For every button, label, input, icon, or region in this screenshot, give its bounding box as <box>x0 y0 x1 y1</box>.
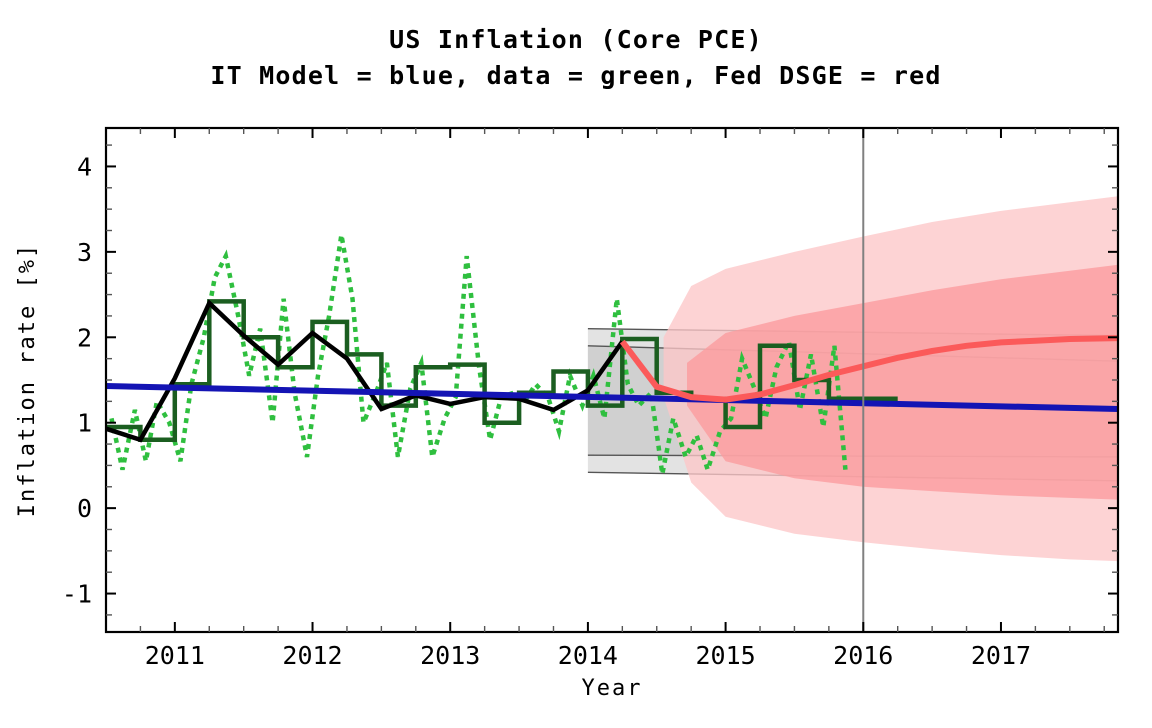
x-tick-label: 2014 <box>558 641 618 670</box>
x-axis-title: Year <box>582 676 643 701</box>
x-tick-label: 2015 <box>695 641 755 670</box>
chart-title-line-2: IT Model = blue, data = green, Fed DSGE … <box>210 61 942 90</box>
chart-title-block: US Inflation (Core PCE) IT Model = blue,… <box>0 22 1152 94</box>
x-tick-label: 2011 <box>145 641 205 670</box>
series-black-smoothed-line <box>106 299 625 443</box>
chart-title-line-1: US Inflation (Core PCE) <box>389 25 763 54</box>
x-tick-label: 2013 <box>420 641 480 670</box>
x-tick-label: 2012 <box>282 641 342 670</box>
y-tick-label: 0 <box>77 494 92 523</box>
y-axis-title: Inflation rate [%] <box>15 243 40 517</box>
y-tick-label: 2 <box>77 323 92 352</box>
confidence-bands-layer <box>587 196 1118 562</box>
y-tick-label: 1 <box>77 409 92 438</box>
x-tick-label: 2016 <box>833 641 893 670</box>
confidence-band-3 <box>687 264 1118 500</box>
axis-ticks-layer: 4 3 2 1 0 -1 2011 2012 2013 2014 2015 2016 2017 <box>62 128 1118 670</box>
y-tick-label: -1 <box>62 580 92 609</box>
x-tick-label: 2017 <box>971 641 1031 670</box>
series-it-model-blue-trend- <box>106 383 1118 412</box>
series-data-quarterly-solid-green-step- <box>106 299 898 443</box>
y-tick-label: 3 <box>77 238 92 267</box>
y-tick-label: 4 <box>77 152 92 181</box>
